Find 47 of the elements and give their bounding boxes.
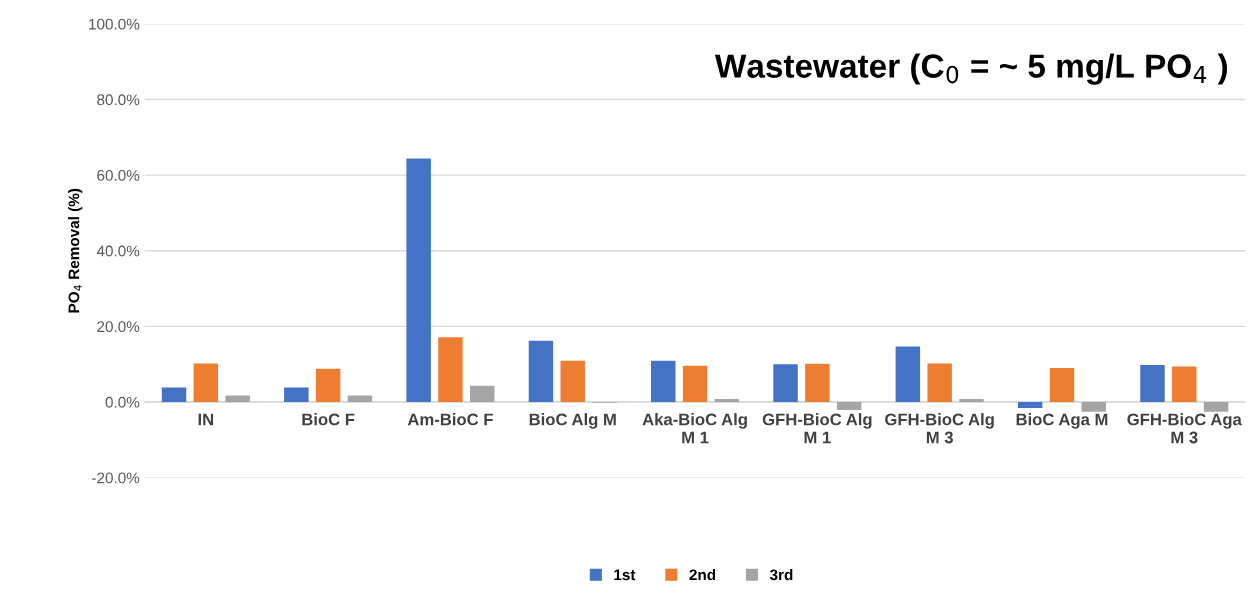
y-tick-label: 0.0% bbox=[105, 396, 140, 408]
bar bbox=[438, 337, 463, 402]
y-axis-title: PO$_{4}$ Removal (%) bbox=[68, 188, 83, 313]
y-tick-label: -20.0% bbox=[92, 472, 140, 484]
y-tick-label: 20.0% bbox=[97, 321, 140, 333]
bar bbox=[406, 158, 431, 402]
bar bbox=[1081, 401, 1106, 412]
bar bbox=[773, 364, 798, 402]
x-tick-label: GFH-BioC Alg M 3 bbox=[885, 413, 994, 444]
bar bbox=[560, 360, 585, 402]
bar bbox=[284, 387, 309, 402]
x-tick-label: Am-BioC F bbox=[407, 413, 493, 426]
bar bbox=[1049, 367, 1075, 402]
bar bbox=[805, 363, 830, 402]
bar bbox=[470, 385, 495, 402]
bar bbox=[225, 395, 250, 402]
x-tick-label: BioC F bbox=[302, 413, 355, 426]
bar bbox=[347, 395, 373, 402]
x-tick-label: BioC Alg M bbox=[529, 413, 616, 429]
x-tick-label: GFH-BioC Alg M 1 bbox=[762, 413, 872, 444]
bar bbox=[315, 368, 341, 402]
bar bbox=[528, 340, 554, 402]
text: Wastewater (C$_{0}$ = ~ 5 mg/L PO$_{4}$ ) bbox=[714, 53, 1228, 85]
legend-label: 3rd bbox=[769, 569, 793, 581]
bar bbox=[193, 363, 219, 402]
bar bbox=[836, 401, 862, 410]
y-tick-label: 80.0% bbox=[97, 94, 140, 106]
bar bbox=[1017, 401, 1043, 409]
y-tick-label: 60.0% bbox=[97, 169, 140, 181]
x-tick-label: BioC Aga M bbox=[1016, 413, 1108, 429]
bar bbox=[1203, 401, 1229, 412]
bar bbox=[927, 363, 952, 402]
bar bbox=[682, 365, 708, 402]
x-tick-label: IN bbox=[198, 413, 214, 426]
legend-label: 1st bbox=[614, 569, 636, 581]
x-tick-label: Aka-BioC Alg M 1 bbox=[642, 413, 747, 444]
bar bbox=[651, 360, 676, 402]
y-tick-label: 40.0% bbox=[96, 245, 140, 257]
bar bbox=[895, 346, 921, 402]
bar bbox=[1172, 366, 1197, 402]
bar bbox=[1140, 364, 1165, 402]
y-tick-label: 100.0% bbox=[89, 18, 140, 30]
x-tick-label: GFH-BioC Aga M 3 bbox=[1127, 413, 1242, 444]
legend-label: 2nd bbox=[689, 569, 716, 581]
bar bbox=[161, 387, 187, 402]
bar bbox=[959, 398, 984, 402]
bar bbox=[714, 398, 740, 402]
